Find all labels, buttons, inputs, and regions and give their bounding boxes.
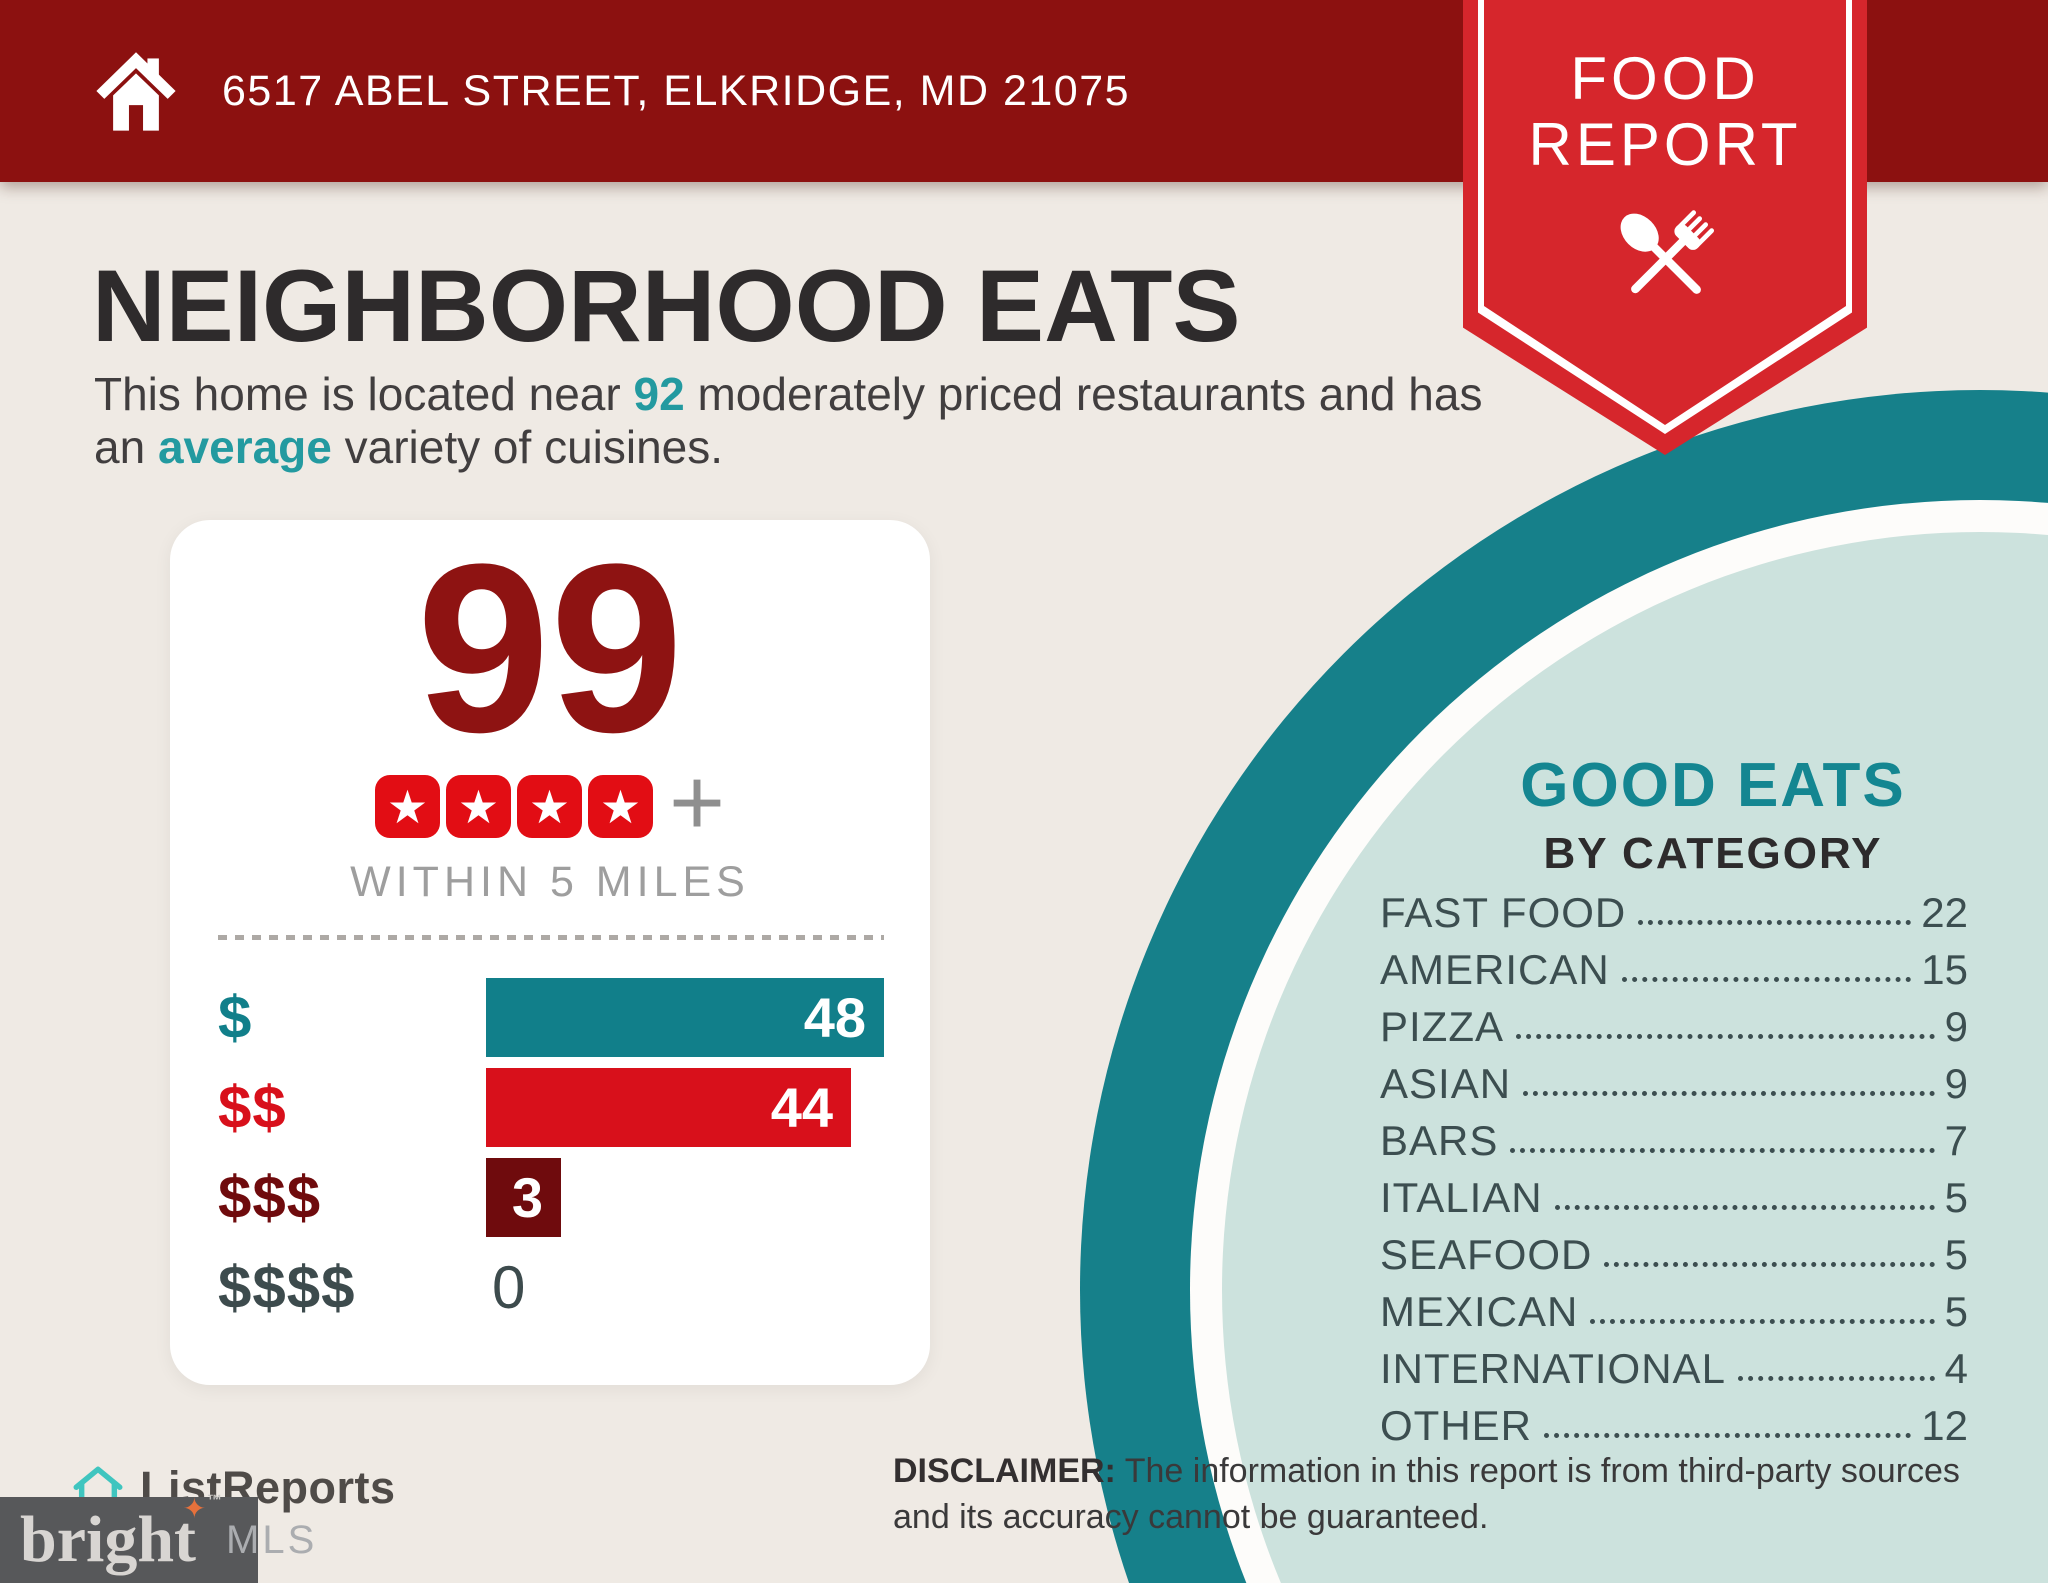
category-value: 5 [1944,1173,1968,1221]
sparkle-icon: ✦ [182,1493,207,1524]
category-value: 9 [1944,1059,1968,1107]
category-value: 5 [1944,1230,1968,1278]
category-row: OTHER 12 [1380,1397,1968,1454]
price-bar-row: $$$$ 0 [218,1248,884,1327]
category-label: ITALIAN [1380,1173,1543,1221]
property-address: 6517 ABEL STREET, ELKRIDGE, MD 21075 [222,66,1131,115]
star-icon: ★ [445,775,511,838]
good-eats-title: GOOD EATS [1520,751,1906,820]
bar-area: 44 [486,1068,884,1147]
category-label: AMERICAN [1380,945,1610,993]
category-label: SEAFOOD [1380,1230,1593,1278]
restaurant-count: 92 [633,368,685,420]
dotted-leader [1638,920,1912,925]
bar-value-zero: 0 [492,1254,526,1321]
dotted-leader [1544,1433,1912,1438]
category-row: MEXICAN 5 [1380,1283,1968,1340]
dotted-leader [1604,1262,1935,1267]
good-eats-heading: GOOD EATS BY CATEGORY [1433,750,1993,879]
price-tier-label: $ [218,984,253,1051]
dotted-leader [1590,1319,1935,1324]
category-row: ASIAN 9 [1380,1055,1968,1112]
range-label: WITHIN 5 MILES [350,858,750,906]
price-tier-label: $$ [218,1074,287,1141]
bar-value: 3 [511,1166,543,1229]
mls-label: MLS [226,1517,318,1562]
bar-value: 48 [803,986,866,1049]
plus-icon: + [668,748,726,856]
disclaimer: DISCLAIMER: The information in this repo… [893,1448,2003,1540]
price-bar-row: $$ 44 [218,1068,884,1147]
category-row: SEAFOOD 5 [1380,1226,1968,1283]
category-row: FAST FOOD 22 [1380,884,1968,941]
score-value: 99 [416,514,684,782]
category-label: INTERNATIONAL [1380,1344,1726,1392]
category-value: 4 [1944,1344,1968,1392]
page-title: NEIGHBORHOOD EATS [92,249,1241,363]
food-report-badge: FOOD REPORT [1463,0,1867,455]
dashed-divider [218,935,884,940]
price-bar: 48 [486,978,884,1057]
star-icon: ★ [374,775,440,838]
category-value: 15 [1921,945,1968,993]
badge-title-line1: FOOD [1570,45,1760,112]
category-label: ASIAN [1380,1059,1512,1107]
intro-mid: moderately priced restaurants and has an [94,368,1483,473]
price-bar-row: $48 [218,978,884,1057]
variety-highlight: average [157,421,332,473]
listreports-logo: ListReports [70,1460,396,1516]
dotted-leader [1737,1376,1935,1381]
price-bar-row: $$$ 3 [218,1158,884,1237]
price-tier-label: $$$ [218,1164,322,1231]
price-bar-chart: $48 $$ 44 $$$ 3 $$$$ 0 [218,978,884,1338]
price-tier-label: $$$$ [218,1254,356,1321]
bright-text: bright [20,1503,197,1576]
category-label: BARS [1380,1116,1499,1164]
star-icon: ★ [587,775,653,838]
category-value: 5 [1944,1287,1968,1335]
dotted-leader [1516,1034,1935,1039]
trademark-symbol: ™ [207,1492,223,1509]
disclaimer-text: The information in this report is from t… [893,1452,1960,1536]
intro-pre: This home is located near [94,368,621,420]
intro-text: This home is located near 92 moderately … [94,368,1514,474]
category-label: MEXICAN [1380,1287,1579,1335]
category-row: ITALIAN 5 [1380,1169,1968,1226]
bar-value: 44 [770,1076,833,1139]
category-label: PIZZA [1380,1002,1505,1050]
category-row: AMERICAN 15 [1380,941,1968,998]
star-icon: ★ [516,775,582,838]
category-list: FAST FOOD 22 AMERICAN 15 PIZZA 9 ASIAN 9 BARS 7 IT… [1380,884,1968,1454]
star-rating: ★ ★ ★ ★ + [170,748,930,856]
category-row: PIZZA 9 [1380,998,1968,1055]
category-value: 12 [1921,1401,1968,1449]
category-label: OTHER [1380,1401,1532,1449]
dotted-leader [1621,977,1912,982]
category-value: 9 [1944,1002,1968,1050]
spoon-fork-icon [1463,192,1867,324]
good-eats-subtitle: BY CATEGORY [1543,829,1883,878]
home-icon [92,43,180,139]
category-value: 7 [1944,1116,1968,1164]
category-label: FAST FOOD [1380,888,1627,936]
dotted-leader [1554,1205,1935,1210]
star-tiles: ★ ★ ★ ★ [374,775,653,838]
bar-area: 0 [486,1248,884,1327]
disclaimer-label: DISCLAIMER: [893,1452,1116,1490]
category-row: BARS 7 [1380,1112,1968,1169]
score-card: 99 ★ ★ ★ ★ + WITHIN 5 MILES $48 $$ 44 $$$ 3 $$$$… [170,520,930,1385]
category-row: INTERNATIONAL 4 [1380,1340,1968,1397]
bright-wordmark: bright ✦ ™ [20,1493,222,1573]
brightmls-badge: bright ✦ ™ MLS [0,1493,314,1583]
dotted-leader [1523,1091,1935,1096]
intro-post: variety of cuisines. [344,421,724,473]
bar-area: 48 [486,978,884,1057]
price-bar: 3 [486,1158,561,1237]
category-value: 22 [1921,888,1968,936]
bar-area: 3 [486,1158,884,1237]
price-bar: 44 [486,1068,851,1147]
badge-title-line2: REPORT [1528,111,1802,178]
dotted-leader [1510,1148,1935,1153]
